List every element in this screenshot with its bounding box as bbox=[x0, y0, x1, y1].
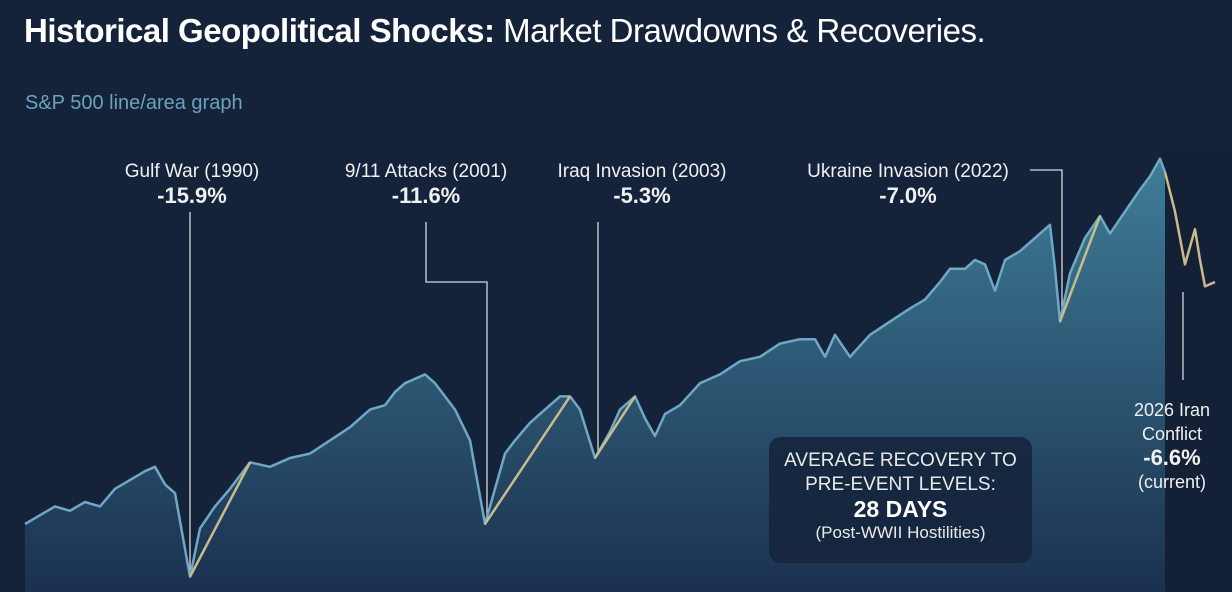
title-rest: Market Drawdowns & Recoveries. bbox=[503, 12, 986, 49]
current-period-shade bbox=[1163, 150, 1232, 592]
page-title: Historical Geopolitical Shocks: Market D… bbox=[24, 12, 986, 50]
annotation-event: Iraq Invasion (2003) bbox=[557, 161, 727, 182]
annotation-ukraine: Ukraine Invasion (2022) -7.0% bbox=[807, 160, 1009, 208]
annotation-gulf-war: Gulf War (1990) -15.9% bbox=[125, 160, 259, 208]
annotation-event-line1: 2026 Iran bbox=[1133, 400, 1211, 420]
summary-value: 28 DAYS bbox=[853, 496, 948, 522]
recovery-line-2 bbox=[593, 395, 637, 459]
annotation-event-line2: Conflict bbox=[1141, 424, 1203, 444]
summary-note: (Post-WWII Hostilities) bbox=[815, 523, 986, 542]
recovery-line-3 bbox=[1058, 215, 1102, 323]
chart-subtitle: S&P 500 line/area graph bbox=[25, 92, 243, 114]
annotation-drawdown: -6.6% bbox=[1143, 445, 1201, 470]
annotation-drawdown: -11.6% bbox=[391, 183, 461, 208]
annotation-event: 9/11 Attacks (2001) bbox=[344, 161, 508, 182]
annotation-note: (current) bbox=[1137, 472, 1206, 492]
recovery-line-0 bbox=[188, 461, 252, 578]
average-recovery-box: AVERAGE RECOVERY TO PRE-EVENT LEVELS: 28… bbox=[769, 437, 1032, 563]
annotation-drawdown: -15.9% bbox=[157, 183, 227, 208]
leader-line-ukraine bbox=[1030, 169, 1063, 316]
recovery-line-1 bbox=[483, 395, 572, 525]
summary-line2: PRE-EVENT LEVELS: bbox=[805, 474, 996, 495]
annotation-event: Gulf War (1990) bbox=[124, 161, 260, 182]
leader-line-911 bbox=[425, 222, 488, 518]
annotation-event: Ukraine Invasion (2022) bbox=[807, 161, 1009, 182]
iran-conflict-line bbox=[1163, 171, 1216, 288]
annotation-iran: 2026 Iran Conflict -6.6% (current) bbox=[1134, 398, 1210, 494]
title-bold: Historical Geopolitical Shocks: bbox=[24, 12, 495, 49]
summary-line1: AVERAGE RECOVERY TO bbox=[784, 450, 1017, 471]
annotation-drawdown: -5.3% bbox=[613, 183, 671, 208]
annotation-911: 9/11 Attacks (2001) -11.6% bbox=[345, 160, 507, 208]
annotation-iraq: Iraq Invasion (2003) -5.3% bbox=[558, 160, 727, 208]
annotation-drawdown: -7.0% bbox=[879, 183, 937, 208]
